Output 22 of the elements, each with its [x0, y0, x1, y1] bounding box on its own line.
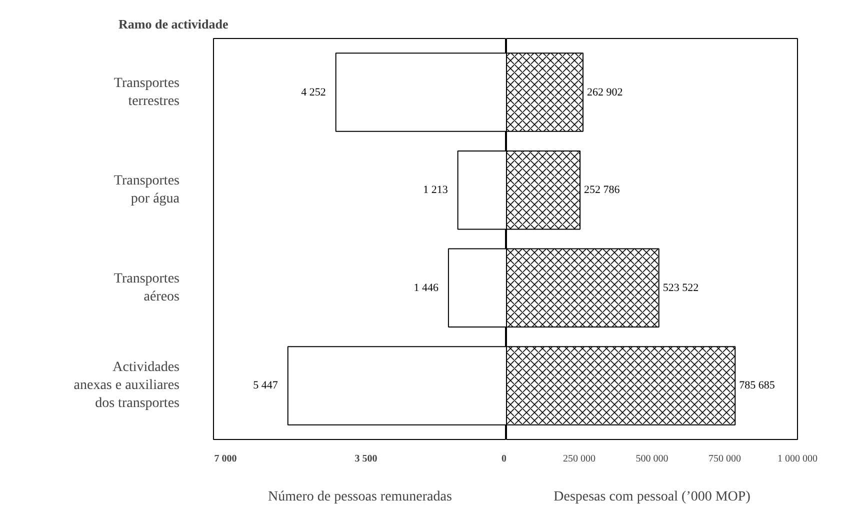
y-axis-title: Ramo de actividade — [118, 16, 228, 32]
x-axis-title: Número de pessoas remuneradas — [268, 490, 452, 504]
y-tick-label: Transportes por água — [114, 174, 180, 207]
x-tick-label: 7 000 — [214, 454, 237, 464]
y-tick-label: Actividades anexas e auxiliares dos transportes — [74, 360, 180, 412]
x-tick-label: 3 500 — [354, 454, 378, 464]
x-tick-label: 500 000 — [636, 454, 668, 464]
data-label: 252 786 — [584, 184, 620, 196]
x-tick-label: 250 000 — [563, 454, 596, 464]
x-tick-label: 1 000 000 — [778, 454, 818, 464]
data-label: 785 685 — [739, 380, 776, 392]
data-label: 5 447 — [253, 380, 278, 392]
y-tick-label: Transportes aéreos — [114, 271, 180, 304]
data-label: 1 446 — [414, 282, 439, 294]
data-label: 262 902 — [587, 86, 623, 98]
data-label: 1 213 — [423, 184, 448, 196]
data-label: 523 522 — [662, 282, 699, 294]
data-label: 4 252 — [301, 86, 326, 98]
x-axis-title: Despesas com pessoal (’000 MOP) — [554, 490, 751, 504]
x-tick-label: 750 000 — [708, 454, 741, 464]
x-tick-label: 0 — [502, 454, 506, 464]
y-tick-label: Transportes terrestres — [114, 76, 180, 109]
